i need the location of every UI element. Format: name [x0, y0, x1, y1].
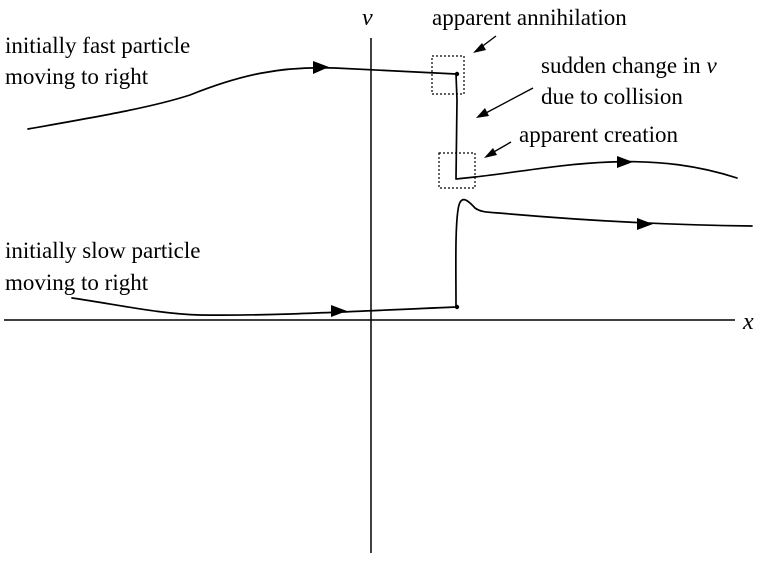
collision-leader-arrowhead — [476, 108, 489, 118]
fast-particle-arrowhead-1 — [313, 61, 329, 74]
v-axis-label: v — [362, 5, 373, 31]
annihilation-leader-arrowhead — [473, 43, 486, 53]
collision-leader — [483, 87, 534, 115]
annihilation-label: apparent annihilation — [432, 5, 627, 30]
slow-particle-trajectory — [71, 198, 753, 317]
slow-particle-label-line2: moving to right — [5, 270, 149, 295]
creation-box — [438, 152, 476, 189]
fast-particle-arrowhead-2 — [617, 156, 633, 168]
fast-particle-label-line2: moving to right — [5, 64, 149, 89]
fast-particle-label-line1: initially fast particle — [5, 33, 190, 58]
slow-particle-label-line1: initially slow particle — [5, 238, 200, 263]
creation-label: apparent creation — [519, 122, 678, 147]
x-axis-label: x — [742, 309, 754, 335]
collision-label-prefix: sudden change in — [541, 53, 706, 78]
collision-point — [454, 304, 460, 310]
collision-label-variable: v — [706, 53, 717, 78]
creation-leader — [491, 141, 512, 154]
collision-label-line2: due to collision — [541, 84, 683, 109]
annihilation-box — [431, 55, 465, 95]
collision-label-line1: sudden change in v — [541, 53, 717, 78]
slow-particle-arrowhead-1 — [331, 305, 347, 317]
slow-particle-arrowhead-2 — [637, 218, 653, 230]
creation-leader-arrowhead — [484, 148, 497, 158]
annihilation-point — [454, 71, 460, 77]
